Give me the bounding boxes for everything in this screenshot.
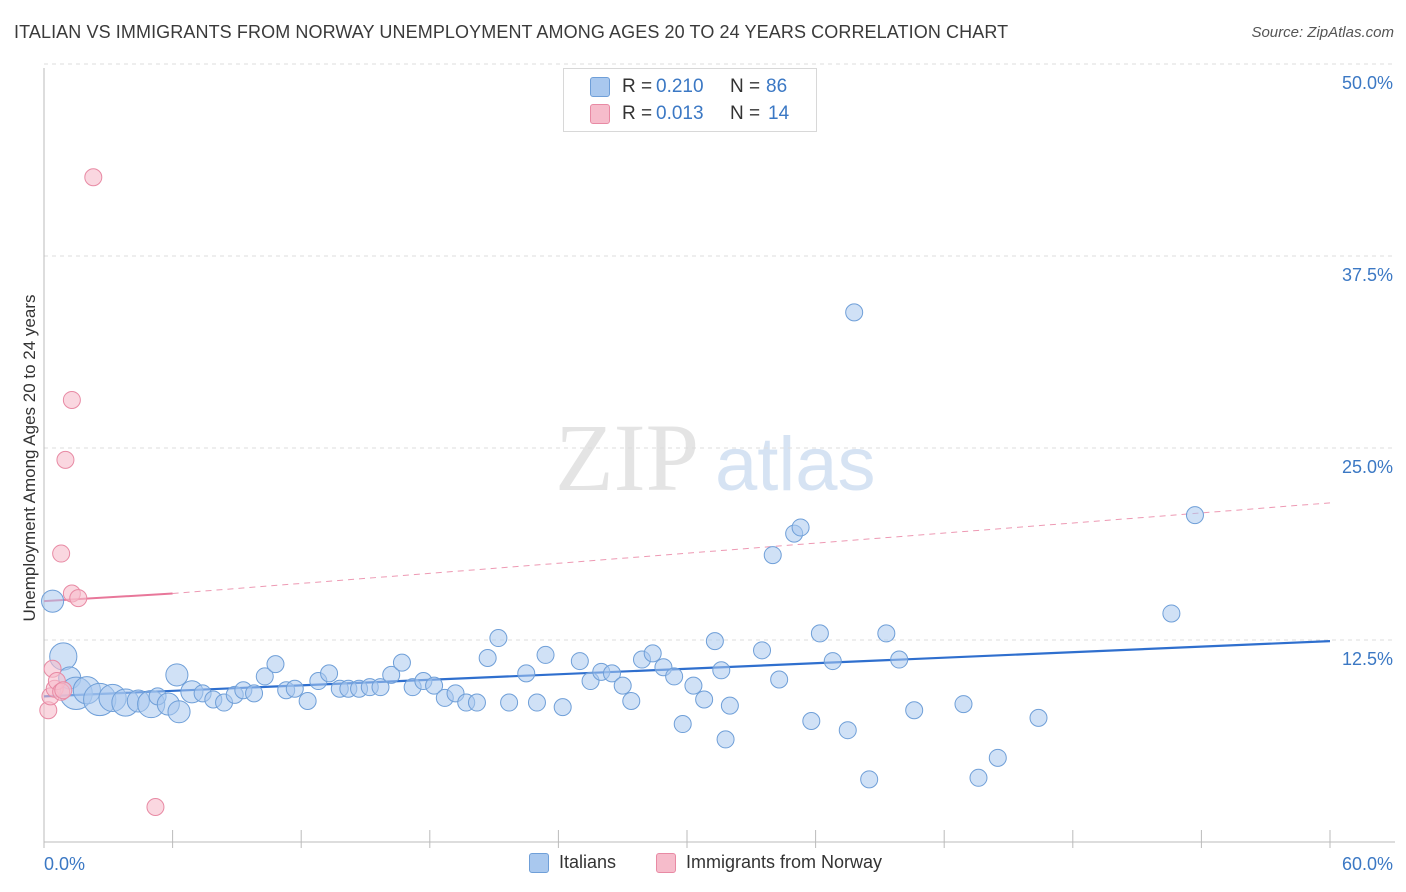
source-label: Source: ZipAtlas.com <box>1251 24 1394 41</box>
italians-point <box>165 663 189 687</box>
italians-point <box>392 653 411 672</box>
legend-item-italians[interactable]: Italians <box>529 852 616 873</box>
italians-point <box>41 589 65 613</box>
italians-point <box>382 665 401 684</box>
watermark-zip: ZIP <box>555 404 699 511</box>
italians-point <box>1162 604 1181 623</box>
trend-lines <box>43 502 1331 698</box>
italians-point <box>320 664 339 683</box>
norway-swatch <box>656 852 676 873</box>
italians-point <box>969 768 988 787</box>
italians-point <box>716 730 735 749</box>
r-value: 0.013 <box>656 103 704 124</box>
italians-point <box>570 652 589 671</box>
italians-point <box>527 693 546 712</box>
italians-point <box>489 629 508 648</box>
norway-point <box>146 797 165 816</box>
italians-point <box>684 676 703 695</box>
italians-point <box>712 661 731 680</box>
italians-point <box>753 641 772 660</box>
italians-point <box>763 546 782 565</box>
italians-point <box>823 652 842 671</box>
watermark-atlas: atlas <box>715 422 876 507</box>
italians-swatch <box>529 852 549 873</box>
norway-point <box>52 544 71 563</box>
italians-point <box>602 664 621 683</box>
n-value: 86 <box>766 76 788 97</box>
data-points <box>39 168 1204 816</box>
italians-point <box>255 667 274 686</box>
norway-trend-line-dashed <box>172 502 1331 594</box>
italians-point <box>167 700 191 724</box>
italians-point <box>720 696 739 715</box>
italians-point <box>810 624 829 643</box>
y-tick-label: 37.5% <box>1342 265 1393 285</box>
norway-point <box>54 681 73 700</box>
italians-point <box>988 748 1007 767</box>
italians-point <box>1185 506 1204 525</box>
italians-point <box>500 693 519 712</box>
y-tick-label: 25.0% <box>1342 457 1393 477</box>
italians-point <box>643 644 662 663</box>
norway-point <box>56 450 75 469</box>
italians-point <box>553 698 572 717</box>
italians-point <box>705 632 724 651</box>
norway-point <box>69 589 88 608</box>
r-label: R = <box>622 76 653 97</box>
y-tick-label: 50.0% <box>1342 73 1393 93</box>
x-tick-label: 60.0% <box>1342 854 1393 874</box>
italians-point <box>467 693 486 712</box>
norway-trend-line <box>43 592 173 603</box>
italians-point <box>298 692 317 711</box>
italians-point <box>770 670 789 689</box>
italians-point <box>266 655 285 674</box>
italians-point <box>802 711 821 730</box>
tick-labels: 12.5% 25.0% 37.5% 50.0% 0.0% 60.0% <box>44 73 1393 874</box>
italians-point <box>954 695 973 714</box>
italians-point <box>877 624 896 643</box>
italians-point <box>665 667 684 686</box>
italians-point <box>791 518 810 537</box>
n-label: N = <box>730 76 761 97</box>
italians-point <box>695 690 714 709</box>
legend-label-italians: Italians <box>559 852 617 872</box>
x-tick-label: 0.0% <box>44 854 85 874</box>
italians-point <box>613 676 632 695</box>
r-label: R = <box>622 103 653 124</box>
n-value: 14 <box>768 103 790 124</box>
axes <box>43 68 1395 848</box>
legend-label-norway: Immigrants from Norway <box>686 852 883 872</box>
correlation-legend: R = 0.210 N = 86 R = 0.013 N = 14 <box>563 68 817 132</box>
y-tick-label: 12.5% <box>1342 649 1393 669</box>
italians-point <box>371 678 390 697</box>
norway-swatch <box>590 104 610 124</box>
norway-point <box>84 168 103 187</box>
legend-item-norway[interactable]: Immigrants from Norway <box>656 852 882 873</box>
italians-point <box>845 303 864 322</box>
grid-lines <box>44 63 1395 641</box>
italians-point <box>1029 708 1048 727</box>
italians-point <box>838 721 857 740</box>
italians-point <box>622 692 641 711</box>
italians-point <box>425 676 444 695</box>
italians-point <box>517 664 536 683</box>
chart-title: ITALIAN VS IMMIGRANTS FROM NORWAY UNEMPL… <box>14 22 1009 42</box>
n-label: N = <box>730 103 761 124</box>
r-value: 0.210 <box>656 76 704 97</box>
italians-swatch <box>590 77 610 97</box>
italians-point <box>536 645 555 664</box>
series-legend: Italians Immigrants from Norway <box>0 852 1406 878</box>
italians-point <box>890 650 909 669</box>
italians-point <box>905 701 924 720</box>
italians-point <box>245 684 264 703</box>
italians-point <box>860 770 879 789</box>
italians-point <box>478 649 497 667</box>
italians-point <box>285 679 304 698</box>
watermark: ZIP atlas <box>555 404 876 511</box>
norway-point <box>62 390 81 409</box>
italians-point <box>673 715 692 734</box>
